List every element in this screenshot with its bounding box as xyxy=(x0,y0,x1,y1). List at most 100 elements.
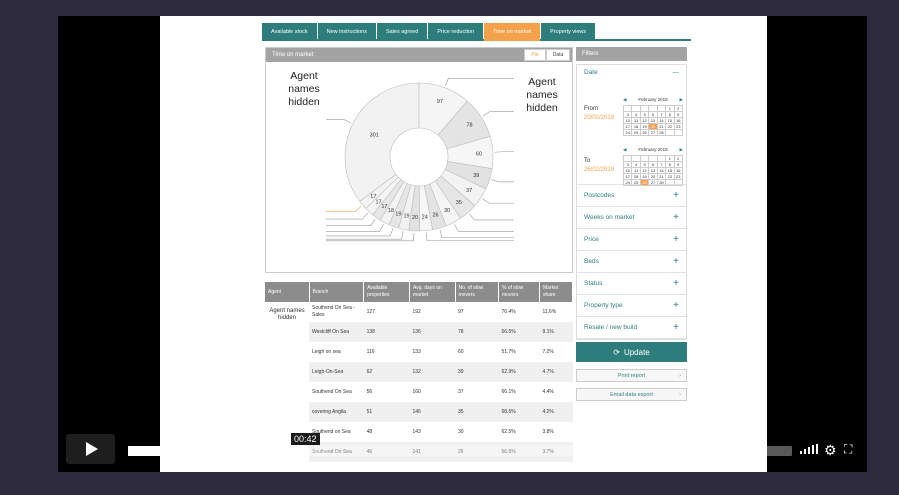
calendar-day[interactable]: 8 xyxy=(666,162,675,168)
pie-toggle-button[interactable]: Pie xyxy=(524,49,546,61)
calendar-day[interactable]: 5 xyxy=(640,112,650,118)
pie-slice[interactable] xyxy=(344,82,420,202)
tab-new-instructions[interactable]: New instructions xyxy=(317,23,376,41)
calendar-day[interactable]: 16 xyxy=(674,118,683,124)
calendar-day[interactable]: 14 xyxy=(657,168,667,174)
filter-weeks-on-market[interactable]: Weeks on market + xyxy=(577,207,686,229)
calendar-day[interactable]: 7 xyxy=(657,112,667,118)
tab-price-reduction[interactable]: Price reduction xyxy=(428,23,484,41)
calendar-day[interactable]: 22 xyxy=(666,124,675,130)
calendar-day[interactable]: 17 xyxy=(624,174,633,180)
calendar-day[interactable]: 13 xyxy=(649,118,658,124)
calendar-day[interactable]: 8 xyxy=(666,112,675,118)
volume-icon[interactable] xyxy=(800,444,818,457)
filter-price[interactable]: Price + xyxy=(577,229,686,251)
fullscreen-icon[interactable]: ⛶ xyxy=(844,442,853,456)
calendar-day[interactable]: 16 xyxy=(674,168,683,174)
calendar-day[interactable]: 14 xyxy=(657,118,667,124)
filter-status[interactable]: Status + xyxy=(577,273,686,295)
calendar-day[interactable]: 25 xyxy=(632,180,641,186)
table-cell: Westcliff On Sea xyxy=(309,322,364,342)
calendar-day[interactable]: 2 xyxy=(674,156,683,162)
filter-beds[interactable]: Beds + xyxy=(577,251,686,273)
calendar-day[interactable]: 9 xyxy=(674,112,683,118)
column-header[interactable]: Market share xyxy=(539,282,573,302)
filter-postcodes[interactable]: Postcodes + xyxy=(577,185,686,207)
calendar-day[interactable]: 15 xyxy=(666,168,675,174)
calendar-day[interactable]: 25 xyxy=(632,130,641,136)
calendar-day[interactable]: 21 xyxy=(657,174,667,180)
calendar-day[interactable]: 18 xyxy=(632,174,641,180)
calendar-day[interactable]: 10 xyxy=(624,168,633,174)
calendar-day[interactable]: 1 xyxy=(666,156,675,162)
calendar-day[interactable]: 4 xyxy=(632,112,641,118)
calendar-day[interactable]: 17 xyxy=(624,124,633,130)
calendar-day[interactable]: 23 xyxy=(674,124,683,130)
settings-gear-icon[interactable]: ⚙ xyxy=(824,442,837,458)
column-header[interactable]: Available properties xyxy=(363,282,410,302)
calendar-day[interactable]: 10 xyxy=(624,118,633,124)
calendar-day[interactable]: 19 xyxy=(640,174,650,180)
progress-bar[interactable] xyxy=(128,446,792,456)
calendar-day[interactable]: 6 xyxy=(649,112,658,118)
calendar-day[interactable]: 21 xyxy=(657,124,667,130)
calendar-day[interactable]: 3 xyxy=(624,162,633,168)
column-header[interactable]: No. of slow movers xyxy=(455,282,500,302)
calendar-day[interactable]: 22 xyxy=(666,174,675,180)
calendar-day[interactable]: 4 xyxy=(632,162,641,168)
calendar-day[interactable]: 1 xyxy=(666,106,675,112)
to-date-value[interactable]: 26/02/2019 xyxy=(584,167,615,173)
calendar-day[interactable]: 12 xyxy=(640,118,650,124)
tab-property-views[interactable]: Property views xyxy=(541,23,596,41)
calendar-day[interactable]: 28 xyxy=(657,130,667,136)
time-tooltip: 00:42 xyxy=(291,433,320,445)
from-date-value[interactable]: 20/02/2019 xyxy=(584,115,615,121)
tab-time-on-market[interactable]: Time on market xyxy=(484,23,541,41)
calendar-day[interactable]: 19 xyxy=(640,124,650,130)
column-header[interactable]: Branch xyxy=(309,282,365,302)
calendar-day[interactable]: 26 xyxy=(640,130,650,136)
column-header[interactable]: % of slow movers xyxy=(498,282,540,302)
update-button[interactable]: ⟳ Update xyxy=(576,342,687,362)
calendar-day[interactable]: 2 xyxy=(674,106,683,112)
table-cell: 136 xyxy=(409,322,456,342)
calendar-day[interactable]: 9 xyxy=(674,162,683,168)
prev-month-icon[interactable]: ◀ xyxy=(623,147,627,152)
calendar-day[interactable]: 6 xyxy=(649,162,658,168)
calendar-day[interactable]: 3 xyxy=(624,112,633,118)
calendar-day[interactable]: 20 xyxy=(649,174,658,180)
calendar-day[interactable]: 18 xyxy=(632,124,641,130)
collapse-icon[interactable]: — xyxy=(672,69,680,76)
calendar-day[interactable]: 12 xyxy=(640,168,650,174)
print-report-button[interactable]: Print report › xyxy=(576,369,687,382)
calendar-day[interactable]: 15 xyxy=(666,118,675,124)
pie-slice-label: 26 xyxy=(432,213,438,219)
calendar-day[interactable]: 28 xyxy=(657,180,667,186)
calendar-day[interactable]: 5 xyxy=(640,162,650,168)
pie-slice[interactable] xyxy=(359,173,399,209)
tab-available-stock[interactable]: Available stock xyxy=(262,23,317,41)
next-month-icon[interactable]: ▶ xyxy=(679,147,683,152)
next-month-icon[interactable]: ▶ xyxy=(679,97,683,102)
filter-property-type[interactable]: Property type + xyxy=(577,295,686,317)
calendar-day[interactable]: 11 xyxy=(632,118,641,124)
calendar-day[interactable]: 23 xyxy=(674,174,683,180)
calendar-day[interactable]: 24 xyxy=(624,180,633,186)
calendar-day[interactable]: 7 xyxy=(657,162,667,168)
data-toggle-button[interactable]: Data xyxy=(546,49,570,61)
calendar-day[interactable]: 20 xyxy=(649,124,658,130)
progress-fill xyxy=(128,446,301,456)
calendar-day[interactable]: 27 xyxy=(649,180,658,186)
calendar-day[interactable]: 27 xyxy=(649,130,658,136)
column-header[interactable]: Agent xyxy=(265,282,310,302)
filter-resale-new-build[interactable]: Resale / new build + xyxy=(577,317,686,339)
prev-month-icon[interactable]: ◀ xyxy=(623,97,627,102)
play-button[interactable] xyxy=(66,434,115,464)
calendar-day[interactable]: 11 xyxy=(632,168,641,174)
calendar-day[interactable]: 13 xyxy=(649,168,658,174)
calendar-day[interactable]: 24 xyxy=(624,130,633,136)
tab-sales-agreed[interactable]: Sales agreed xyxy=(376,23,428,41)
calendar-day[interactable]: 26 xyxy=(640,180,650,186)
column-header[interactable]: Avg. days on market xyxy=(409,282,456,302)
email-export-button[interactable]: Email data export › xyxy=(576,388,687,401)
